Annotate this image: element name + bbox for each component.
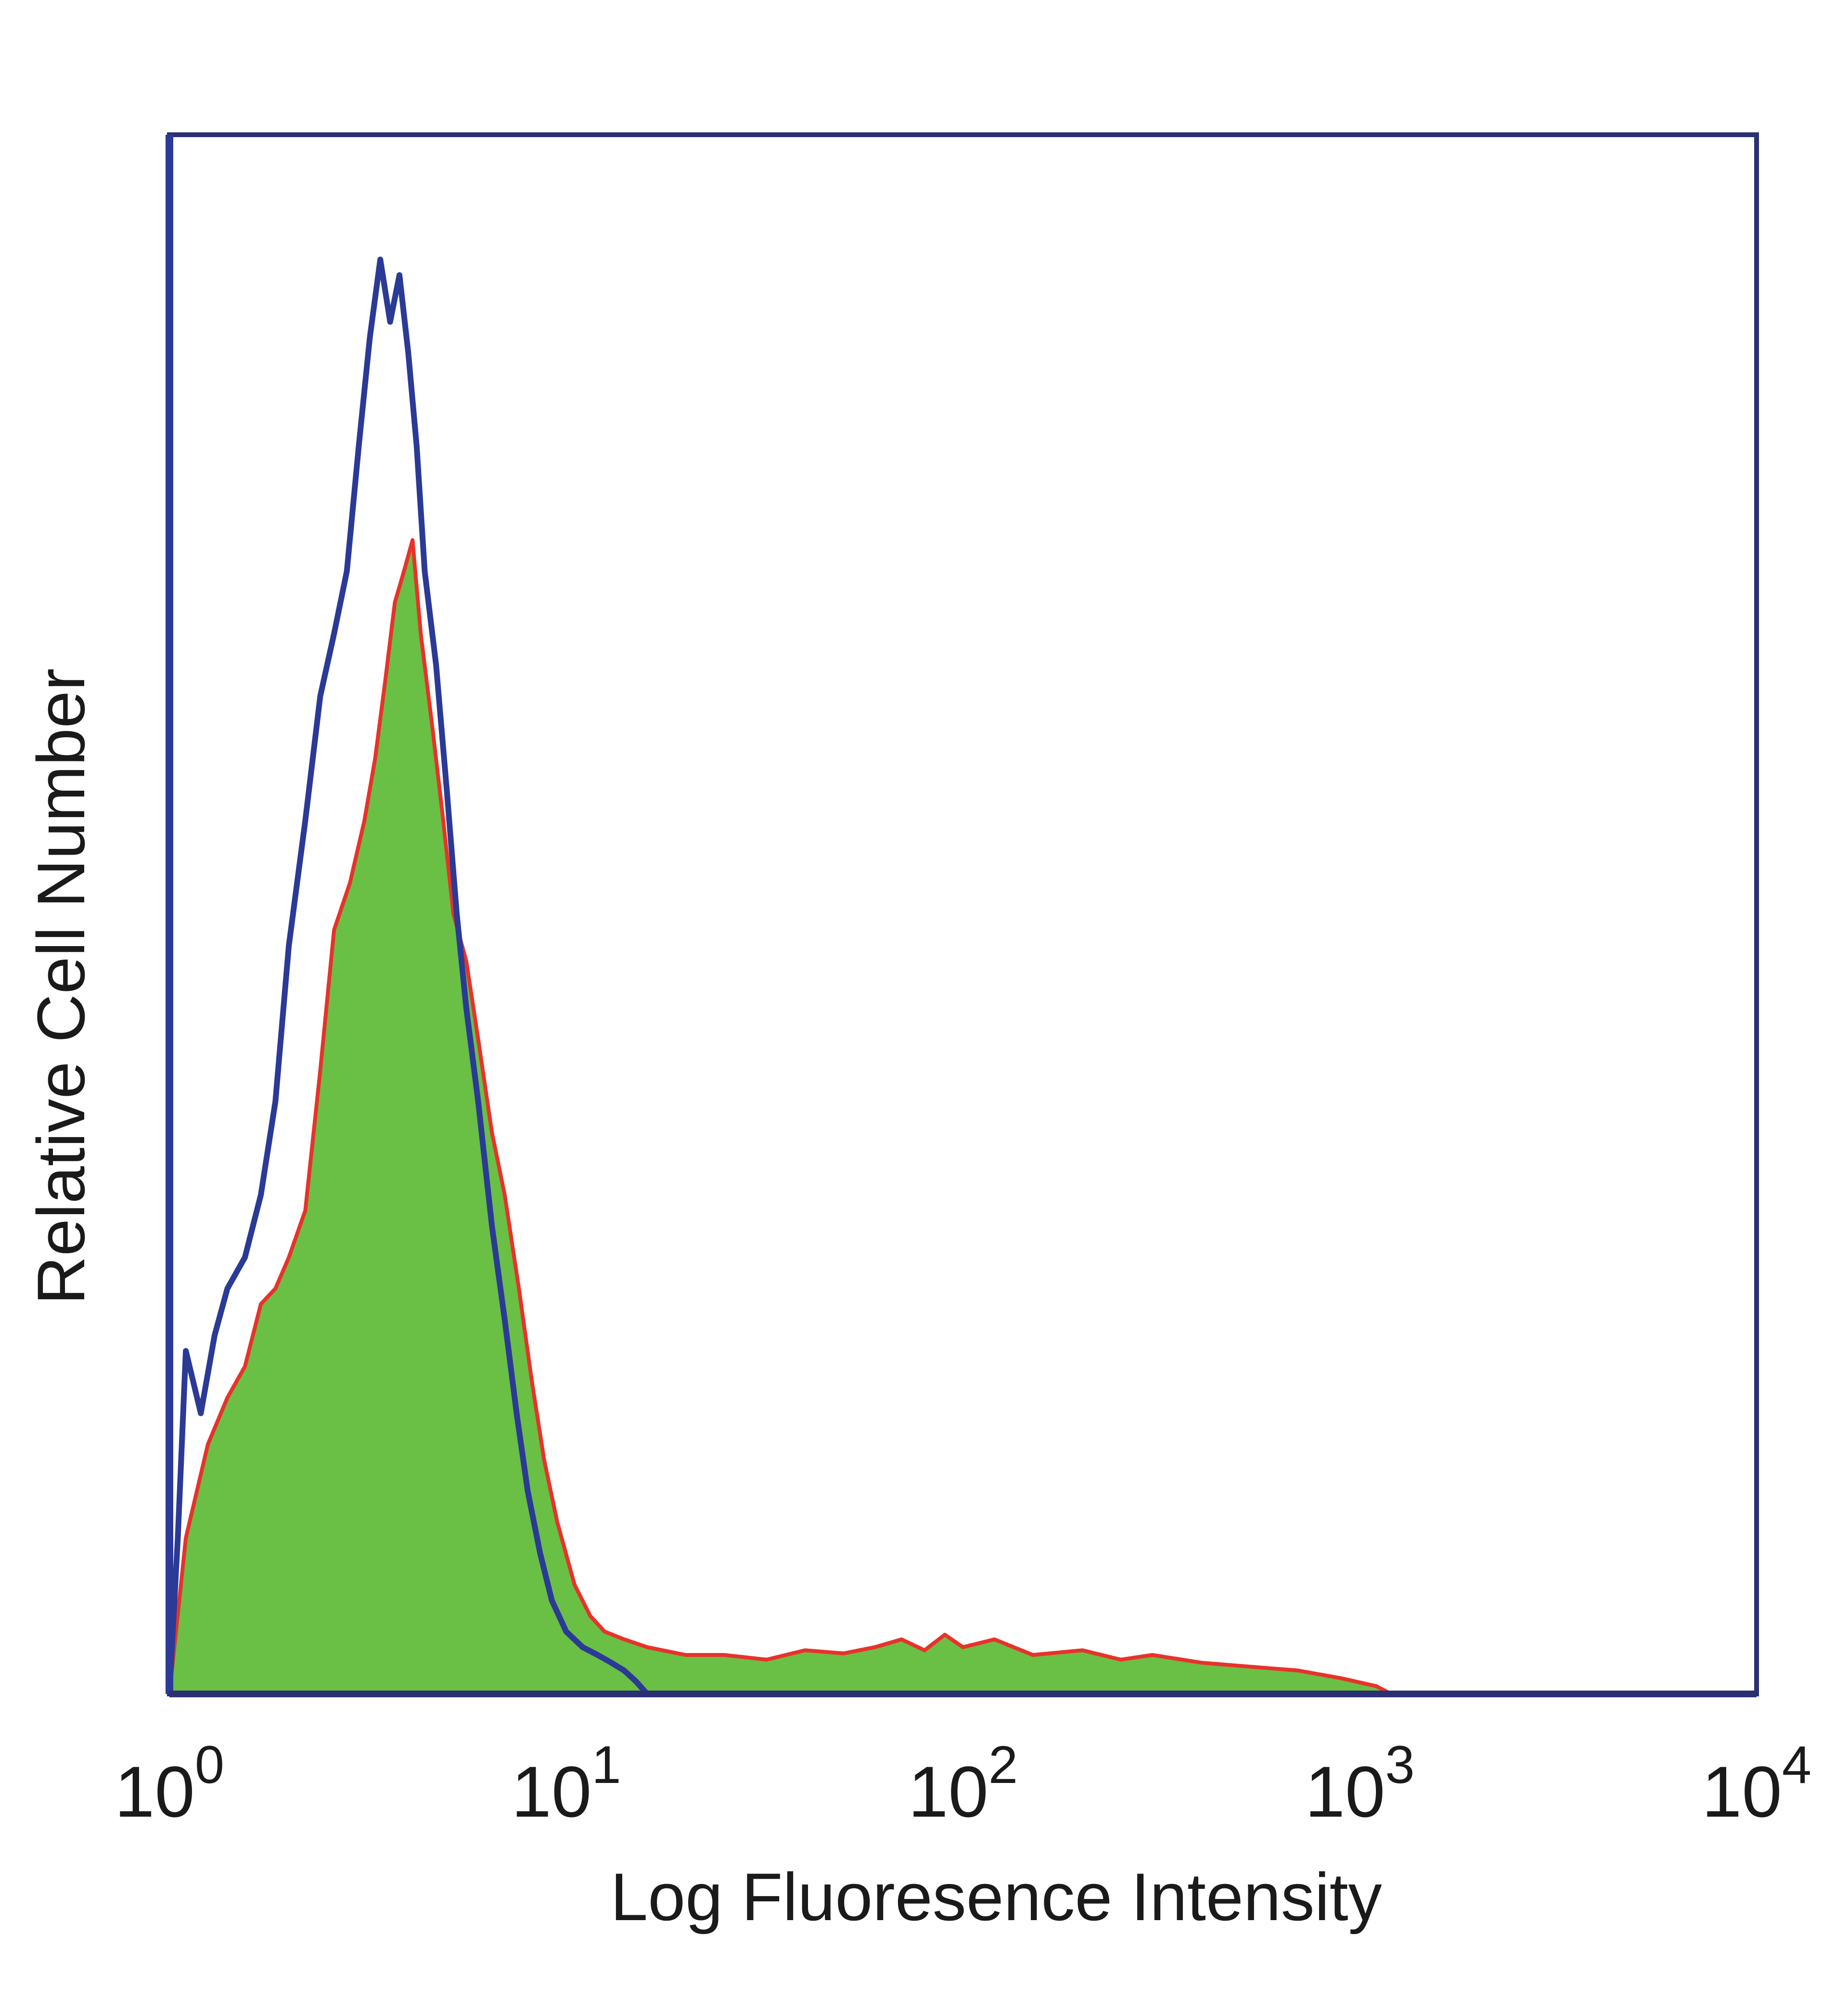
series-layer (167, 256, 1393, 1696)
x-tick-labels: 100 101 102 103 104 (115, 1735, 1811, 1832)
y-axis-label: Relative Cell Number (23, 668, 99, 1305)
x-tick-label: 100 (115, 1735, 224, 1832)
x-tick-label: 104 (1702, 1735, 1811, 1832)
x-axis-label: Log Fluoresence Intensity (610, 1859, 1382, 1935)
x-tick-label: 101 (511, 1735, 621, 1832)
x-tick-label: 102 (908, 1735, 1018, 1832)
x-tick-label: 103 (1305, 1735, 1414, 1832)
series-0-filled-histogram (167, 538, 1393, 1696)
series-1-outline-histogram (167, 256, 650, 1696)
